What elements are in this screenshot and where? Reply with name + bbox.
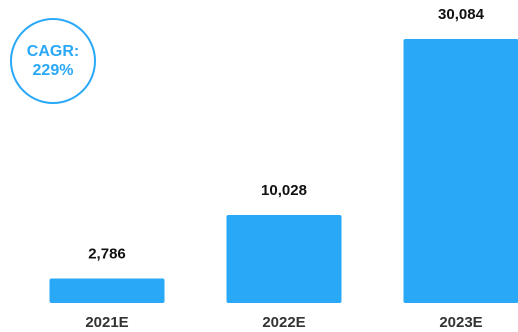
category-label-2021E: 2021E [85,314,128,331]
category-label-2022E: 2022E [262,314,305,331]
bar-2022E [226,215,342,303]
value-label-2023E: 30,084 [438,6,485,23]
category-label-2023E: 2023E [439,314,482,331]
cagr-value: 229% [32,62,74,79]
bar-2023E [403,39,518,303]
value-label-2021E: 2,786 [88,246,126,263]
cagr-label: CAGR: [26,43,80,60]
value-label-2022E: 10,028 [261,182,307,199]
bar-2021E [49,278,165,303]
cagr-badge: CAGR: 229% [10,18,96,104]
